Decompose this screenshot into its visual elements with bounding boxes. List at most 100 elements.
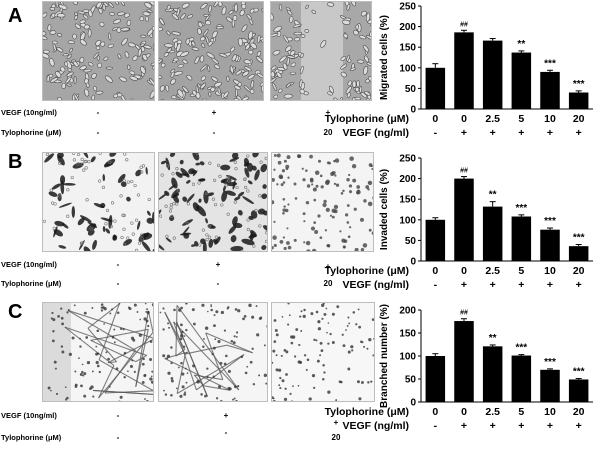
micrograph-c-tylophorine <box>271 302 375 402</box>
chart-2-category-1: 0 <box>461 406 467 418</box>
chart-1-significance-1: ## <box>460 168 468 175</box>
sign-b-tylo-2: - <box>216 279 220 288</box>
chart-1-category-4: 10 <box>544 265 556 277</box>
chart-0-bar-0 <box>425 67 446 109</box>
sign-c-tylo-2: - <box>224 428 228 437</box>
chart-2-vegf-4: + <box>547 420 553 432</box>
chart-2-row-label-vegf: VEGF (ng/ml) <box>343 420 410 432</box>
chart-2-category-4: 10 <box>544 406 556 418</box>
chart-2-bar-2 <box>482 346 503 402</box>
sign-b-tylo-3: 20 <box>323 279 333 288</box>
sign-b-tylo-1: - <box>116 279 120 288</box>
micrograph-c-control <box>42 302 154 402</box>
vegf-label-b: VEGF (10ng/ml) <box>1 260 57 269</box>
chart-0-category-0: 0 <box>432 113 438 125</box>
chart-0-vegf-0: - <box>434 127 438 139</box>
vegf-label-a: VEGF (10ng/ml) <box>1 108 57 117</box>
invasion-tylophorine-image <box>272 153 373 251</box>
chart-1-significance-4: *** <box>544 216 556 227</box>
chart-0-bar-4 <box>540 71 560 109</box>
chart-2-significance-5: *** <box>573 367 585 378</box>
sign-c-vegf-3: + <box>333 418 339 427</box>
chart-0-ytick-label-0: 0 <box>410 105 416 116</box>
chart-2-category-0: 0 <box>432 406 438 418</box>
sign-a-vegf-3: + <box>325 108 331 117</box>
chart-1-bar-5 <box>568 246 589 261</box>
chart-0-significance-3: ** <box>517 39 525 50</box>
chart-2-bar-0 <box>425 356 446 402</box>
chart-2-ylabel: Branched number (%) <box>379 304 390 408</box>
chart-2-ytick-label-0: 0 <box>410 398 416 409</box>
chart-0-category-1: 0 <box>461 113 467 125</box>
micrograph-c-vegf <box>158 302 268 402</box>
chart-1-row-label-tylophorine: Tylophorine (μM) <box>325 265 409 277</box>
sign-a-tylo-1: - <box>96 128 100 137</box>
chart-1-vegf-1: + <box>461 279 467 291</box>
chart-b: 0 50 100 150 200 250 Invaded cells (%) 0 - ## 0 + **… <box>325 154 593 291</box>
chart-1-vegf-2: + <box>490 279 496 291</box>
chart-1-category-3: 5 <box>518 265 524 277</box>
chart-1-significance-3: *** <box>515 203 527 214</box>
chart-2-row-label-tylophorine: Tylophorine (μM) <box>325 406 409 418</box>
chart-0-vegf-5: + <box>576 127 582 139</box>
chart-2-vegf-2: + <box>490 420 496 432</box>
chart-1-vegf-0: - <box>434 279 438 291</box>
sign-a-vegf-1: - <box>96 108 100 117</box>
chart-2-significance-2: ** <box>489 333 497 344</box>
chart-1-bar-4 <box>540 229 560 261</box>
chart-0-category-4: 10 <box>544 113 556 125</box>
chart-0-ytick-label-2: 100 <box>399 63 416 74</box>
chart-1-ytick-label-2: 100 <box>399 215 416 226</box>
tube-tylophorine-image <box>272 303 374 401</box>
chart-2-significance-1: ## <box>460 310 468 317</box>
chart-0-row-label-vegf: VEGF (ng/ml) <box>343 127 410 139</box>
chart-2-significance-4: *** <box>544 357 556 368</box>
chart-0-ylabel: Migrated cells (%) <box>379 15 390 100</box>
chart-0-bar-3 <box>511 52 532 109</box>
chart-2-vegf-1: + <box>461 420 467 432</box>
micrograph-a-control <box>42 1 155 101</box>
chart-2-ytick-label-3: 150 <box>399 329 416 340</box>
chart-2-bar-3 <box>511 355 532 402</box>
chart-2-bar-1 <box>454 321 474 402</box>
chart-0-ytick-label-3: 150 <box>399 43 416 54</box>
sign-b-vegf-2: + <box>215 260 221 269</box>
chart-1-bar-2 <box>482 206 503 261</box>
chart-0-significance-4: *** <box>544 58 556 69</box>
chart-0-category-3: 5 <box>518 113 524 125</box>
chart-2-category-3: 5 <box>518 406 524 418</box>
chart-2-significance-3: *** <box>515 343 527 354</box>
chart-1-bar-3 <box>511 216 532 261</box>
micrograph-b-vegf <box>158 152 268 252</box>
invasion-control-image <box>43 153 154 251</box>
chart-2-category-2: 2.5 <box>485 406 500 418</box>
chart-1-category-2: 2.5 <box>485 265 500 277</box>
chart-2-category-5: 20 <box>573 406 585 418</box>
vegf-label-c: VEGF (10ng/ml) <box>1 411 57 420</box>
tylophorine-label-a: Tylophorine (μM) <box>1 128 62 137</box>
chart-1-ytick-label-1: 50 <box>405 236 417 247</box>
chart-0-significance-1: ## <box>460 21 468 28</box>
panel-letter-a: A <box>8 5 23 27</box>
sign-c-vegf-2: + <box>223 411 229 420</box>
chart-0-bar-5 <box>568 92 589 109</box>
micrograph-b-tylophorine <box>271 152 374 252</box>
micrograph-b-control <box>42 152 155 252</box>
chart-1-ytick-label-5: 250 <box>399 154 416 165</box>
chart-1-bar-0 <box>425 219 446 261</box>
panel-letter-c: C <box>8 301 23 323</box>
chart-2-vegf-5: + <box>576 420 582 432</box>
chart-1-vegf-4: + <box>547 279 553 291</box>
chart-1-vegf-5: + <box>576 279 582 291</box>
tube-vegf-image <box>159 303 267 401</box>
chart-0-bar-1 <box>454 32 474 110</box>
invasion-vegf-image <box>159 153 267 251</box>
chart-2-ytick-label-1: 50 <box>405 375 417 386</box>
chart-2-bar-4 <box>540 369 560 402</box>
chart-1-significance-2: ** <box>489 190 497 201</box>
chart-1-category-0: 0 <box>432 265 438 277</box>
chart-2-ytick-label-2: 100 <box>399 352 416 363</box>
chart-0-ytick-label-1: 50 <box>405 84 417 95</box>
chart-0-ytick-label-4: 200 <box>399 22 416 33</box>
